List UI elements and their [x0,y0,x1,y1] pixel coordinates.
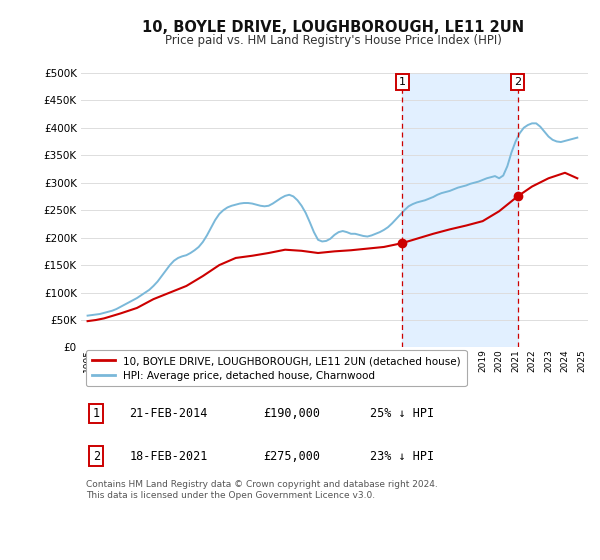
Bar [403,73,518,348]
Text: 10, BOYLE DRIVE, LOUGHBOROUGH, LE11 2UN: 10, BOYLE DRIVE, LOUGHBOROUGH, LE11 2UN [142,20,524,35]
Text: 21-FEB-2014: 21-FEB-2014 [129,407,208,420]
Text: 1: 1 [92,407,100,420]
Text: £190,000: £190,000 [263,407,320,420]
Text: 2: 2 [92,450,100,463]
Legend: 10, BOYLE DRIVE, LOUGHBOROUGH, LE11 2UN (detached house), HPI: Average price, de: 10, BOYLE DRIVE, LOUGHBOROUGH, LE11 2UN … [86,351,467,386]
Text: Contains HM Land Registry data © Crown copyright and database right 2024.
This d: Contains HM Land Registry data © Crown c… [86,480,438,500]
Text: £275,000: £275,000 [263,450,320,463]
Text: Price paid vs. HM Land Registry's House Price Index (HPI): Price paid vs. HM Land Registry's House … [164,34,502,46]
Text: 25% ↓ HPI: 25% ↓ HPI [370,407,434,420]
Text: 1: 1 [399,77,406,87]
Text: 18-FEB-2021: 18-FEB-2021 [129,450,208,463]
Text: 2: 2 [514,77,521,87]
Text: 23% ↓ HPI: 23% ↓ HPI [370,450,434,463]
